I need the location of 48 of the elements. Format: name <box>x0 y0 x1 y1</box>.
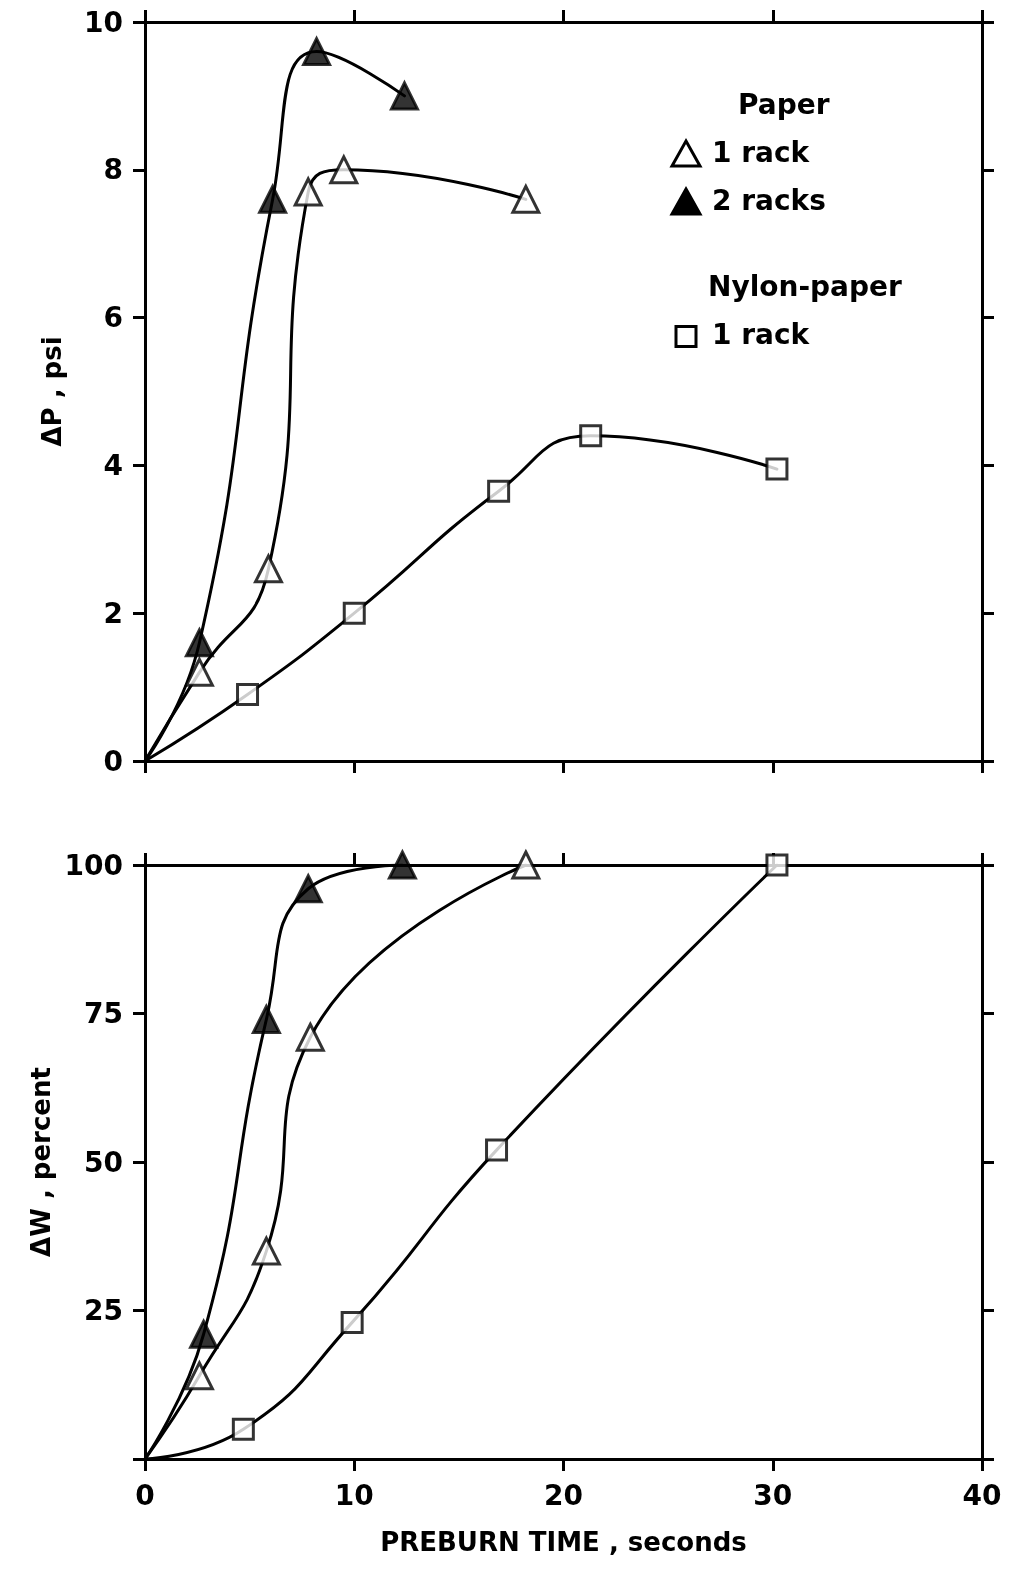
x-tick-label: 20 <box>544 1478 583 1512</box>
point <box>329 155 359 185</box>
point <box>485 1138 509 1162</box>
y-axis-title: ΔW , percent <box>25 1067 56 1257</box>
point <box>251 1234 282 1266</box>
point <box>189 1319 219 1349</box>
point <box>231 1417 255 1441</box>
point <box>295 1022 325 1052</box>
legend-label: 1 rack <box>712 317 811 351</box>
point <box>387 850 417 880</box>
y-tick-label: 6 <box>103 301 123 335</box>
point <box>511 184 541 214</box>
y-tick-label: 2 <box>103 596 123 630</box>
x-tick-label: 40 <box>962 1478 1002 1512</box>
point <box>340 1310 364 1334</box>
point <box>184 1361 214 1391</box>
point <box>236 682 260 706</box>
y-tick-label: 25 <box>84 1294 123 1327</box>
y-tick-label: 8 <box>103 153 123 187</box>
point <box>184 657 214 687</box>
y-tick-label: 100 <box>64 848 123 882</box>
point <box>253 554 283 584</box>
point <box>293 177 323 207</box>
x-axis-title: PREBURN TIME , seconds <box>380 1527 747 1557</box>
x-tick-label: 30 <box>753 1478 793 1512</box>
y-tick-label: 50 <box>84 1145 123 1179</box>
legend-title: Paper <box>738 87 830 121</box>
point <box>765 457 789 481</box>
point <box>258 184 288 214</box>
point <box>293 874 323 904</box>
point <box>487 479 511 503</box>
y-tick-label: 75 <box>84 997 123 1030</box>
y-tick-label: 10 <box>84 5 123 39</box>
point <box>251 1004 281 1034</box>
y-axis-title: ΔP , psi <box>37 336 67 447</box>
x-tick-label: 10 <box>334 1478 374 1512</box>
legend-label: 1 rack <box>712 135 811 169</box>
y-tick-label: 0 <box>103 744 123 778</box>
y-tick-label: 4 <box>103 448 123 482</box>
x-tick-label: 0 <box>135 1478 155 1512</box>
legend-label: 2 racks <box>712 183 826 217</box>
point <box>511 850 541 880</box>
point <box>579 424 603 448</box>
point <box>184 628 214 658</box>
point <box>389 81 419 111</box>
point <box>302 37 332 67</box>
point <box>342 601 366 625</box>
annotation: Nylon-paper <box>708 269 903 303</box>
